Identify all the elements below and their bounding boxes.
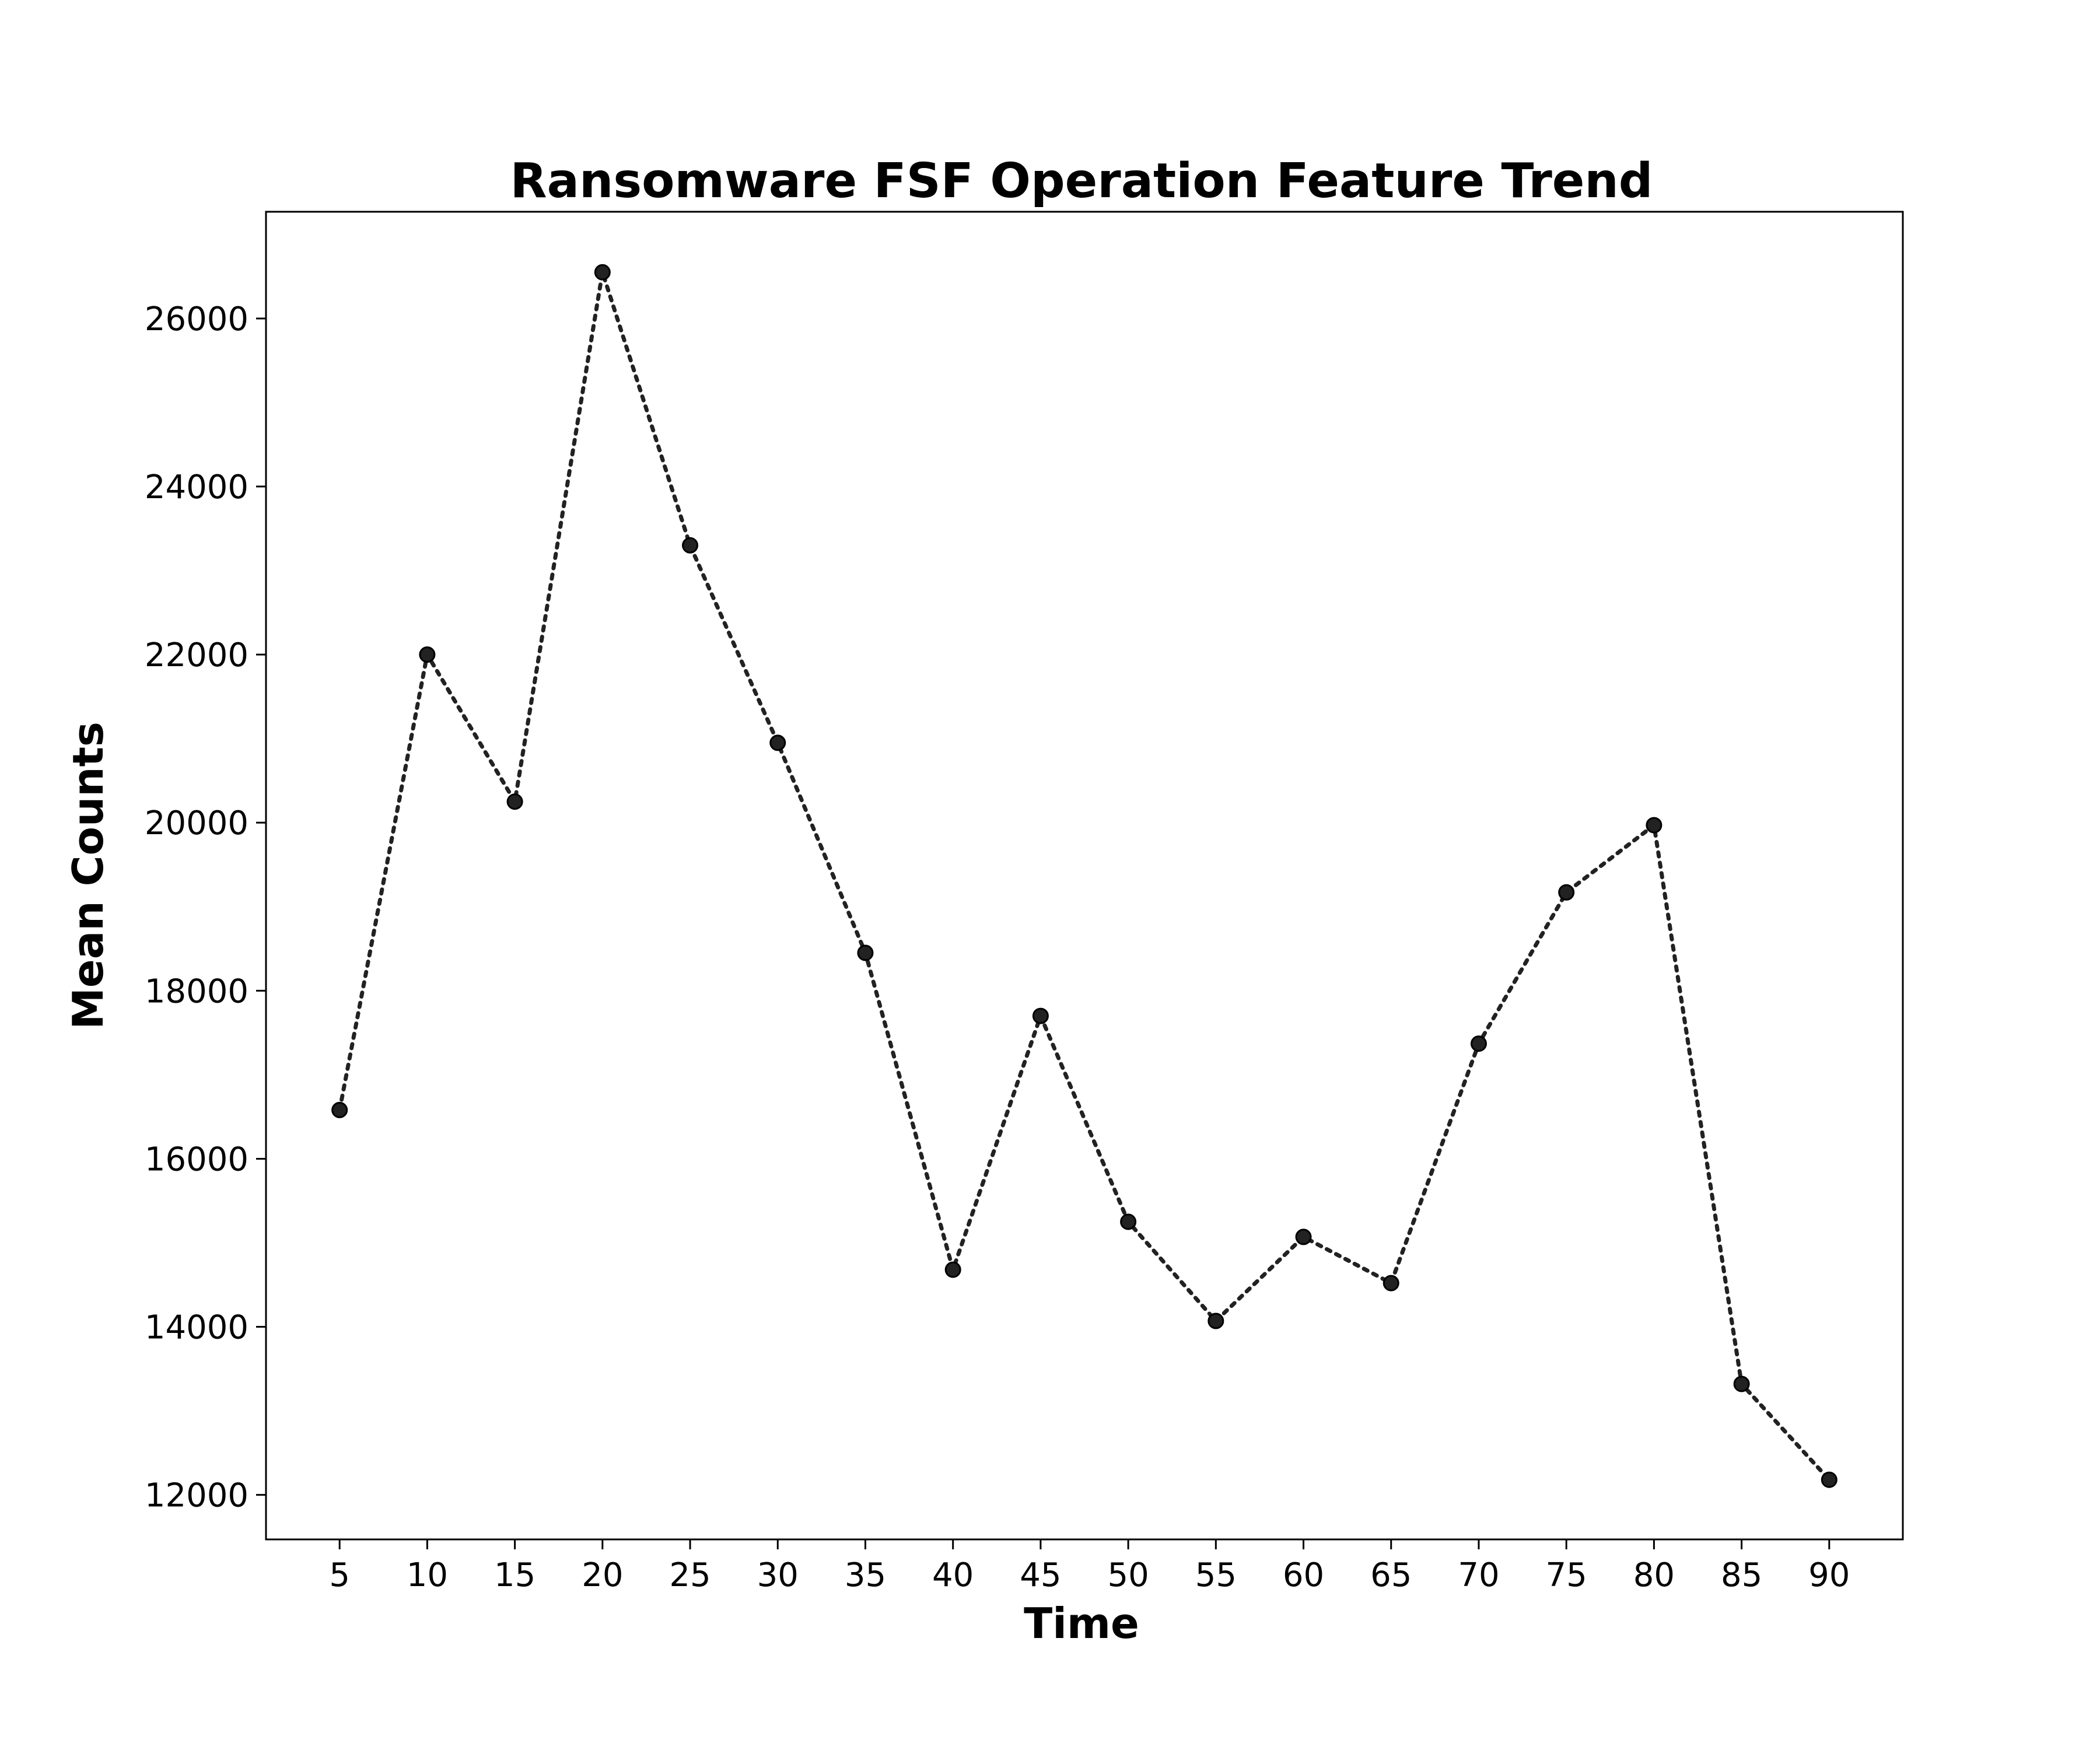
data-point [1208, 1312, 1224, 1329]
x-tick-label: 15 [494, 1556, 536, 1594]
data-point [506, 793, 523, 810]
axis-ticks: 5 10 15 20 25 30 35 40 45 50 55 60 65 70 75 80 85 90 12000… [145, 300, 1850, 1594]
data-point [1382, 1275, 1399, 1292]
y-tick-label: 16000 [145, 1140, 249, 1178]
data-point [419, 646, 436, 663]
data-point [944, 1261, 961, 1278]
data-point [769, 734, 786, 751]
data-point [1558, 884, 1575, 901]
data-point [594, 264, 611, 281]
y-tick-label: 18000 [145, 972, 249, 1010]
data-point [1120, 1213, 1137, 1230]
plot-area [265, 211, 1904, 1541]
series-line [337, 270, 1832, 1482]
y-tick-label: 20000 [145, 804, 249, 842]
data-point [1032, 1007, 1049, 1024]
y-tick-label: 26000 [145, 300, 249, 338]
x-tick-label: 80 [1633, 1556, 1675, 1594]
data-point [331, 1101, 348, 1118]
x-tick-label: 25 [669, 1556, 710, 1594]
x-tick-label: 45 [1020, 1556, 1061, 1594]
x-tick-label: 10 [407, 1556, 448, 1594]
x-tick-label: 85 [1721, 1556, 1762, 1594]
y-axis-title: Mean Counts [64, 722, 113, 1029]
x-axis-title: Time [1024, 1599, 1139, 1648]
x-tick-label: 50 [1107, 1556, 1149, 1594]
data-point [857, 944, 874, 961]
x-tick-label: 35 [845, 1556, 886, 1594]
data-point [1470, 1035, 1487, 1052]
x-tick-label: 60 [1283, 1556, 1324, 1594]
data-point [1821, 1471, 1838, 1488]
x-tick-label: 70 [1458, 1556, 1499, 1594]
data-point [1646, 817, 1662, 834]
x-tick-label: 90 [1808, 1556, 1850, 1594]
x-tick-label: 65 [1370, 1556, 1412, 1594]
y-tick-label: 22000 [145, 636, 249, 674]
data-point [1733, 1376, 1750, 1392]
data-series [331, 264, 1838, 1488]
x-tick-label: 5 [329, 1556, 350, 1594]
data-point [682, 537, 699, 554]
y-tick-label: 24000 [145, 468, 249, 506]
x-tick-label: 75 [1546, 1556, 1587, 1594]
x-tick-label: 55 [1195, 1556, 1237, 1594]
data-point [1295, 1228, 1312, 1245]
x-tick-label: 30 [757, 1556, 799, 1594]
y-tick-label: 12000 [145, 1477, 249, 1515]
x-tick-label: 20 [582, 1556, 623, 1594]
y-tick-label: 14000 [145, 1309, 249, 1347]
x-tick-label: 40 [932, 1556, 974, 1594]
chart-title: Ransomware FSF Operation Feature Trend [510, 153, 1653, 209]
